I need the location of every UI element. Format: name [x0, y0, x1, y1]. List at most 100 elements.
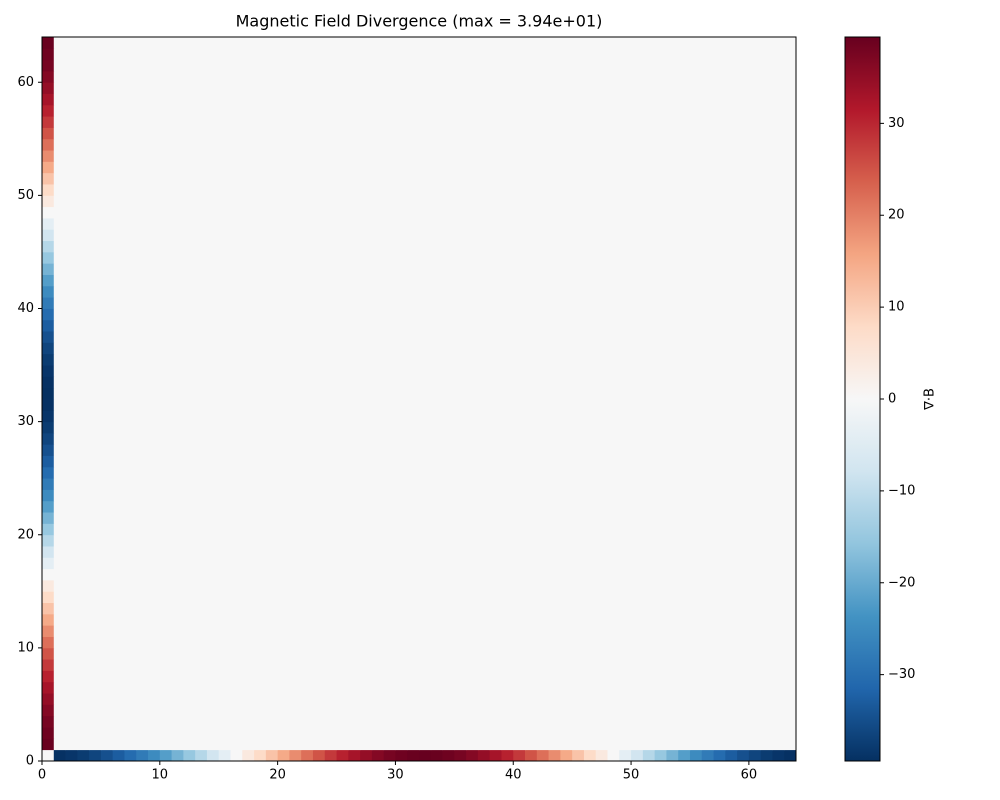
heat-cell — [371, 636, 385, 649]
heat-cell — [254, 70, 267, 83]
heat-cell — [654, 127, 667, 140]
heat-cell — [112, 240, 125, 253]
heat-cell — [218, 715, 231, 728]
heat-cell — [371, 580, 385, 592]
heat-cell — [289, 670, 302, 683]
heat-cell — [65, 693, 78, 705]
heat-cell — [737, 432, 750, 445]
heat-cell — [336, 693, 349, 705]
heat-cell — [407, 602, 420, 615]
heat-cell — [289, 70, 302, 83]
heat-cell — [713, 172, 726, 185]
heat-cell — [678, 138, 691, 151]
heat-cell — [242, 421, 255, 434]
heat-cell — [560, 546, 573, 558]
heat-cell — [42, 59, 55, 72]
heat-cell — [701, 636, 714, 649]
heat-cell — [136, 659, 149, 671]
heat-cell — [218, 274, 231, 287]
heat-cell — [430, 500, 443, 513]
heat-cell — [489, 432, 502, 445]
heat-cell — [265, 127, 279, 140]
heat-cell — [159, 342, 172, 355]
heat-cell — [536, 353, 549, 366]
heat-cell — [772, 602, 785, 615]
heat-cell — [689, 399, 703, 411]
heat-cell — [772, 489, 785, 502]
heat-cell — [560, 48, 573, 61]
heat-cell — [748, 82, 762, 94]
heat-cell — [595, 602, 608, 615]
heat-cell — [230, 613, 243, 626]
heat-cell — [430, 489, 443, 502]
heat-cell — [548, 127, 561, 140]
heat-cell — [737, 376, 750, 389]
heat-cell — [206, 580, 220, 592]
heat-cell — [360, 523, 373, 536]
heat-cell — [525, 48, 538, 61]
heat-cell — [701, 365, 714, 377]
heat-cell — [42, 70, 55, 83]
heat-cell — [572, 625, 585, 637]
heat-cell — [254, 127, 267, 140]
heat-cell — [442, 263, 455, 275]
heat-cell — [607, 455, 620, 468]
heat-cell — [654, 195, 667, 208]
heat-cell — [419, 625, 432, 637]
heat-cell — [65, 172, 78, 185]
heat-cell — [583, 670, 597, 683]
heat-cell — [301, 387, 314, 400]
heat-cell — [360, 478, 373, 490]
heat-cell — [725, 738, 738, 751]
heat-cell — [713, 127, 726, 140]
heat-cell — [100, 251, 114, 264]
heat-cell — [725, 331, 738, 343]
heat-cell — [254, 184, 267, 196]
heat-cell — [419, 308, 432, 321]
heat-cell — [324, 116, 337, 128]
heat-cell — [89, 500, 102, 513]
heat-cell — [619, 116, 632, 128]
heat-cell — [159, 70, 172, 83]
heat-cell — [312, 138, 326, 151]
heat-cell — [701, 138, 714, 151]
heat-cell — [689, 455, 703, 468]
heat-cell — [572, 127, 585, 140]
heat-cell — [631, 297, 644, 309]
heat-cell — [548, 319, 561, 332]
heat-cell — [572, 319, 585, 332]
heat-cell — [784, 116, 797, 128]
heat-cell — [631, 670, 644, 683]
heat-cell — [136, 240, 149, 253]
heat-cell — [654, 749, 667, 762]
heat-cell — [737, 399, 750, 411]
heat-cell — [477, 568, 491, 581]
heat-cell — [713, 70, 726, 83]
heat-cell — [654, 466, 667, 479]
heat-cell — [218, 444, 231, 456]
heat-cell — [560, 206, 573, 219]
heat-cell — [348, 70, 361, 83]
heat-cell — [371, 512, 385, 524]
heat-cell — [737, 749, 750, 762]
heat-cell — [265, 591, 279, 604]
heat-cell — [159, 478, 172, 490]
heat-cell — [124, 410, 137, 423]
heat-cell — [195, 82, 208, 94]
heat-cell — [195, 727, 208, 739]
heat-cell — [701, 715, 714, 728]
heat-cell — [748, 512, 762, 524]
heat-cell — [230, 331, 243, 343]
heat-cell — [560, 704, 573, 717]
heat-cell — [53, 534, 66, 547]
heat-cell — [466, 534, 479, 547]
heat-cell — [489, 738, 502, 751]
heat-cell — [277, 432, 290, 445]
heat-cell — [595, 749, 608, 762]
heat-cell — [407, 285, 420, 298]
heat-cell — [183, 342, 196, 355]
heat-cell — [489, 297, 502, 309]
heat-cell — [348, 523, 361, 536]
heat-cell — [501, 670, 514, 683]
heat-cell — [42, 602, 55, 615]
